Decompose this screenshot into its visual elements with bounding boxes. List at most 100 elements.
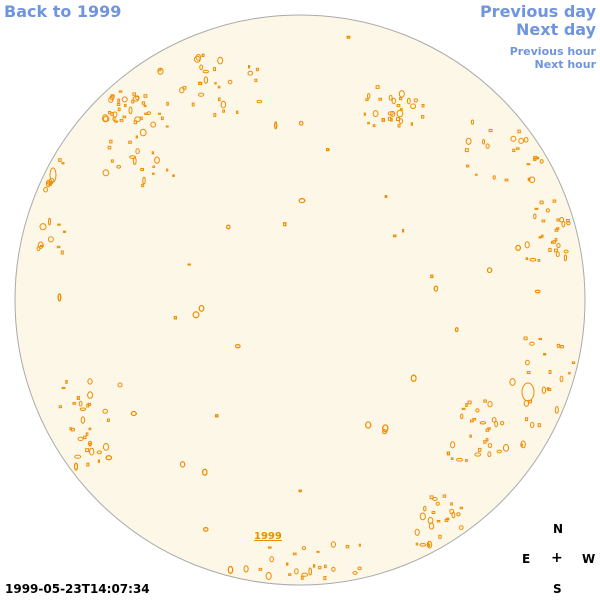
contour-speck <box>556 343 561 348</box>
contour-speck <box>316 550 320 553</box>
contour-speck <box>65 379 68 384</box>
contour-speck <box>410 374 417 382</box>
contour-speck <box>474 452 482 457</box>
next-hour-link[interactable]: Next hour <box>534 58 597 71</box>
contour-speck <box>77 436 84 441</box>
contour-speck <box>410 103 417 109</box>
contour-speck <box>150 121 157 128</box>
contour-speck <box>61 387 66 390</box>
contour-speck <box>292 552 297 556</box>
contour-speck <box>487 267 493 274</box>
contour-speck <box>475 408 480 413</box>
contour-speck <box>227 79 233 85</box>
contour-speck <box>446 451 450 456</box>
contour-speck <box>63 230 66 233</box>
next-day-link[interactable]: Next day <box>516 20 596 39</box>
contour-speck <box>465 459 468 462</box>
contour-speck <box>201 53 205 57</box>
contour-speck <box>421 115 425 119</box>
contour-speck <box>541 219 546 223</box>
contour-speck <box>116 165 122 169</box>
previous-hour-link[interactable]: Previous hour <box>509 45 596 58</box>
contour-speck <box>465 137 472 145</box>
contour-speck <box>217 97 221 102</box>
compass-south: S <box>553 582 562 596</box>
compass-center: + <box>551 550 563 566</box>
contour-speck <box>534 207 539 210</box>
contour-speck <box>413 98 418 103</box>
contour-speck <box>450 441 456 449</box>
contour-speck <box>43 186 48 193</box>
contour-speck <box>357 566 362 571</box>
contour-speck <box>365 98 369 102</box>
contour-speck <box>459 506 464 510</box>
year-link[interactable]: 1999 <box>254 531 282 542</box>
previous-day-link[interactable]: Previous day <box>479 2 596 21</box>
contour-speck <box>483 440 487 444</box>
contour-speck <box>217 56 224 65</box>
contour-speck <box>398 90 405 98</box>
contour-speck <box>217 85 221 89</box>
back-to-year-link[interactable]: Back to 1999 <box>4 2 122 21</box>
contour-speck <box>128 106 133 115</box>
contour-speck <box>61 162 65 165</box>
contour-speck <box>467 400 472 405</box>
contour-speck <box>105 455 113 461</box>
solar-disk <box>14 14 586 586</box>
contour-speck <box>479 421 487 425</box>
contour-speck <box>382 429 388 435</box>
contour-speck <box>541 386 547 394</box>
contour-speck <box>464 148 469 153</box>
contour-speck <box>527 177 531 181</box>
contour-speck <box>74 454 82 459</box>
contour-speck <box>301 572 309 577</box>
contour-speck <box>254 78 258 83</box>
contour-speck <box>179 461 186 468</box>
contour-speck <box>330 541 336 548</box>
contour-speck <box>198 92 205 97</box>
contour-speck <box>552 240 556 244</box>
contour-speck <box>367 93 371 99</box>
contour-speck <box>537 423 541 428</box>
contour-speck <box>121 96 128 103</box>
contour-speck <box>48 178 55 184</box>
contour-speck <box>485 428 490 432</box>
contour-speck <box>140 168 145 171</box>
contour-speck <box>414 528 420 536</box>
contour-speck <box>144 112 148 115</box>
contour-speck <box>102 169 110 177</box>
contour-speck <box>248 65 251 69</box>
contour-speck <box>525 257 529 260</box>
contour-speck <box>117 98 121 103</box>
contour-speck <box>83 435 87 440</box>
contour-speck <box>129 155 137 159</box>
contour-speck <box>116 103 121 106</box>
contour-speck <box>390 110 396 117</box>
contour-speck <box>556 218 560 222</box>
contour-speck <box>191 102 195 107</box>
contour-speck <box>86 462 90 467</box>
contour-speck <box>85 432 89 436</box>
contour-speck <box>488 129 493 133</box>
contour-speck <box>202 468 208 476</box>
contour-speck <box>172 174 175 177</box>
contour-speck <box>372 124 376 128</box>
contour-speck <box>400 108 403 111</box>
contour-speck <box>222 109 226 113</box>
contour-speck <box>520 440 526 449</box>
contour-speck <box>537 259 541 262</box>
contour-speck <box>427 542 430 546</box>
contour-speck <box>456 512 461 517</box>
contour-speck <box>57 293 62 302</box>
contour-speck <box>554 406 559 414</box>
contour-speck <box>436 520 441 523</box>
contour-speck <box>151 151 155 155</box>
contour-region <box>117 382 123 388</box>
contour-speck <box>510 135 517 142</box>
contour-speck <box>387 116 392 121</box>
contour-speck <box>130 411 137 416</box>
contour-speck <box>255 67 259 72</box>
contour-speck <box>406 97 411 105</box>
contour-speck <box>179 87 185 94</box>
